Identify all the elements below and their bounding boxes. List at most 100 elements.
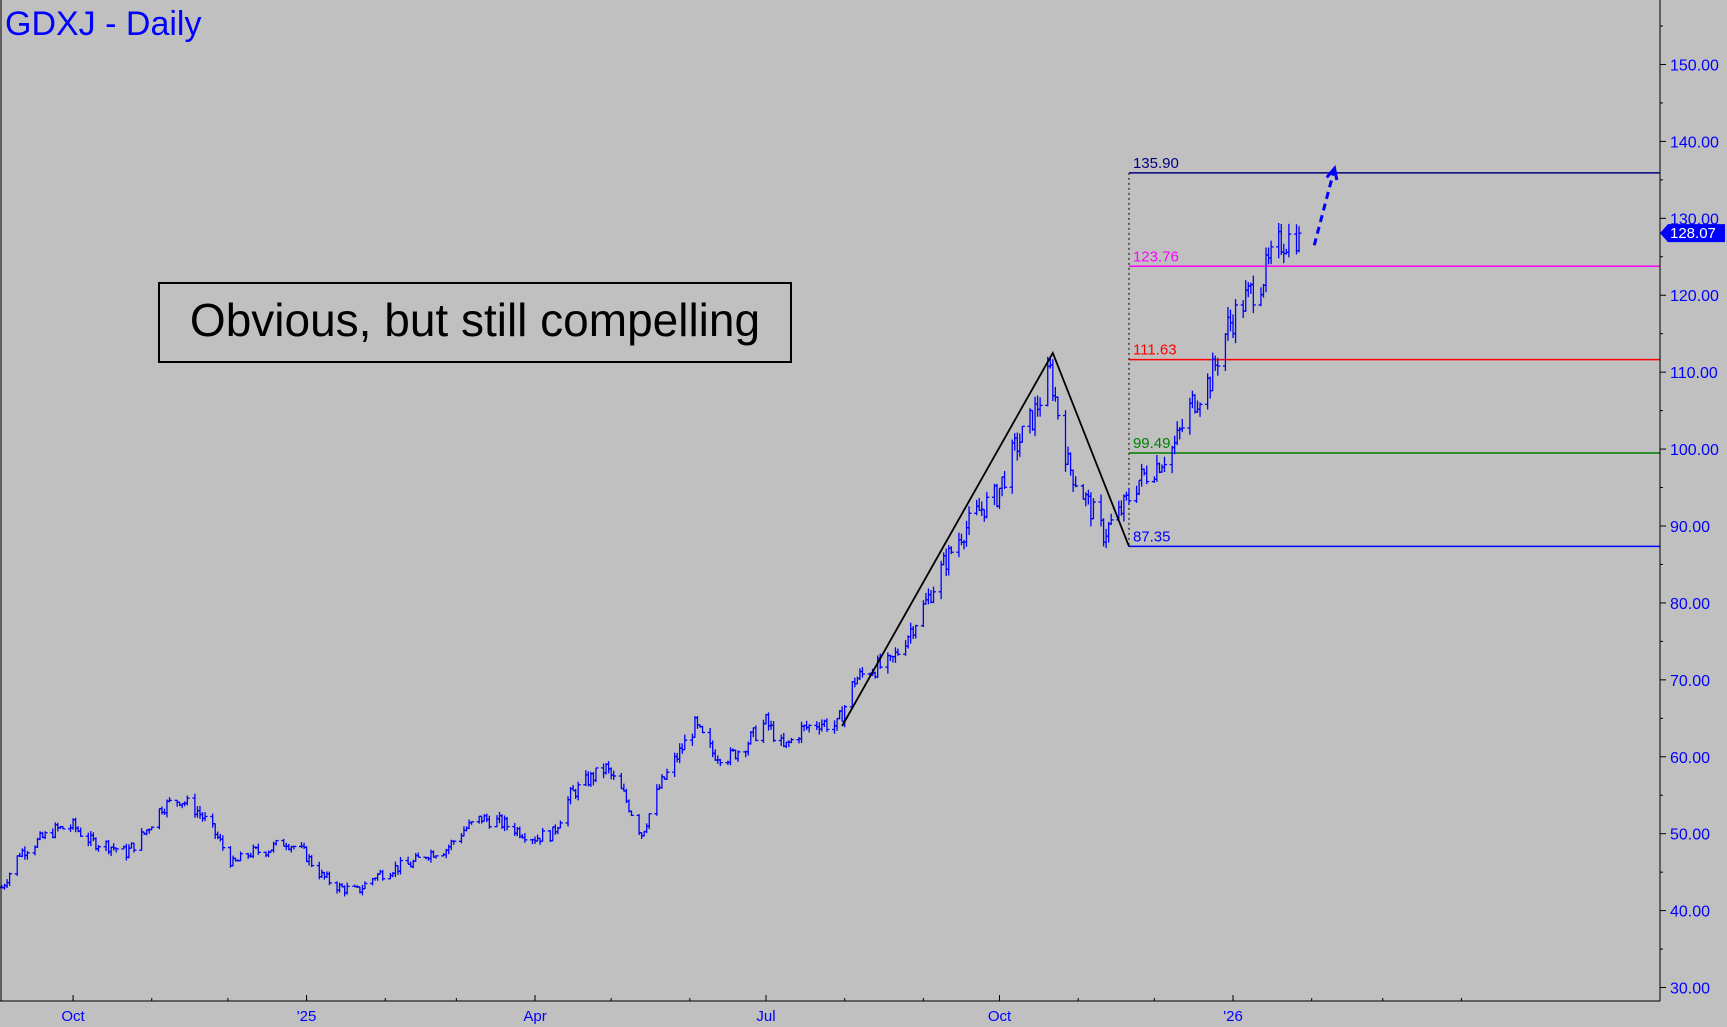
price-bar [753, 725, 759, 742]
x-tick-label: Apr [523, 1008, 546, 1025]
y-tick-label: 100.00 [1670, 442, 1719, 459]
price-bar [1108, 513, 1114, 525]
price-bar [913, 624, 919, 639]
price-bar [771, 721, 777, 743]
price-bar [7, 872, 13, 886]
price-bar [1286, 223, 1292, 258]
x-tick-label: Oct [988, 1008, 1012, 1025]
price-bar [326, 871, 332, 886]
y-tick-label: 40.00 [1670, 904, 1710, 921]
y-tick-label: 140.00 [1670, 134, 1719, 151]
y-tick-label: 80.00 [1670, 596, 1710, 613]
price-bar [42, 831, 48, 840]
price-bar [557, 820, 563, 829]
price-bar [433, 855, 439, 859]
price-bar [469, 821, 475, 825]
price-bar [362, 881, 368, 890]
price-bar [1090, 498, 1096, 520]
level-label: 111.63 [1133, 342, 1177, 359]
projection-arrow-head [1325, 164, 1339, 181]
price-bar [735, 750, 741, 762]
price-bar [1233, 299, 1239, 344]
last-price-marker [1660, 224, 1725, 243]
price-bar [1250, 275, 1256, 314]
price-bar [682, 734, 688, 751]
price-bar [202, 812, 208, 821]
abc-pattern-line [841, 350, 1130, 727]
price-bar [255, 843, 261, 855]
y-tick-label: 130.00 [1670, 211, 1719, 228]
price-bar [575, 781, 581, 801]
price-bar [1215, 357, 1221, 376]
price-bar [504, 816, 510, 831]
price-bar [1268, 240, 1274, 265]
annotation-box [158, 282, 792, 363]
price-bar [131, 842, 137, 853]
price-bar [149, 826, 155, 831]
price-bar [291, 845, 297, 850]
price-bar [24, 850, 30, 860]
y-tick-label: 70.00 [1670, 673, 1710, 690]
price-bar [717, 758, 723, 767]
price-bar [1073, 476, 1079, 488]
price-bar [1197, 402, 1203, 417]
price-bar [948, 546, 954, 555]
price-bar [1055, 396, 1061, 420]
price-bar [1179, 418, 1185, 433]
last-price-label: 128.07 [1670, 225, 1716, 242]
price-bar [540, 827, 546, 842]
price-bar [78, 827, 84, 837]
price-bar [1037, 397, 1043, 417]
price-bar [184, 795, 190, 806]
price-bar [60, 826, 66, 830]
price-bar [895, 648, 901, 656]
price-bar [344, 882, 350, 895]
y-tick-label: 120.00 [1670, 288, 1719, 305]
x-tick-label: '25 [297, 1008, 317, 1025]
y-tick-label: 150.00 [1670, 57, 1719, 74]
x-tick-label: Oct [61, 1008, 85, 1025]
price-bar [966, 506, 972, 536]
level-label: 135.90 [1133, 155, 1179, 172]
y-tick-label: 110.00 [1670, 365, 1718, 382]
level-label: 99.49 [1133, 435, 1171, 452]
x-tick-label: '26 [1223, 1008, 1243, 1025]
price-bar [806, 724, 812, 733]
projection-arrow-line [1312, 167, 1337, 246]
price-bar [984, 491, 990, 519]
price-bar [95, 845, 101, 852]
price-bar [1161, 456, 1167, 473]
price-bar [1144, 465, 1150, 485]
price-bar [593, 767, 599, 783]
level-label: 123.76 [1133, 248, 1179, 265]
price-bar [1019, 425, 1025, 443]
price-bar [611, 770, 617, 780]
y-tick-label: 50.00 [1670, 827, 1710, 844]
price-bar [859, 667, 865, 678]
price-bar [1002, 471, 1008, 490]
price-bar [273, 839, 279, 846]
price-bar [113, 847, 119, 853]
y-tick-label: 60.00 [1670, 750, 1710, 767]
price-bar [415, 852, 421, 858]
x-tick-label: Jul [756, 1008, 775, 1025]
price-bar [309, 855, 315, 867]
price-bar [824, 718, 830, 732]
price-bar [220, 835, 226, 851]
price-bar [1296, 226, 1302, 253]
price-bar [1126, 488, 1132, 506]
price-bar [522, 833, 528, 843]
price-bar [788, 738, 794, 744]
price-bar [451, 840, 457, 845]
y-tick-label: 30.00 [1670, 981, 1710, 998]
price-bar [167, 797, 173, 803]
price-bar [380, 869, 386, 881]
chart-title: GDXJ - Daily [5, 5, 201, 43]
level-label: 87.35 [1133, 528, 1171, 545]
price-bar [238, 851, 244, 862]
price-bar [931, 586, 937, 604]
price-bar [628, 810, 634, 817]
price-bar [664, 768, 670, 781]
